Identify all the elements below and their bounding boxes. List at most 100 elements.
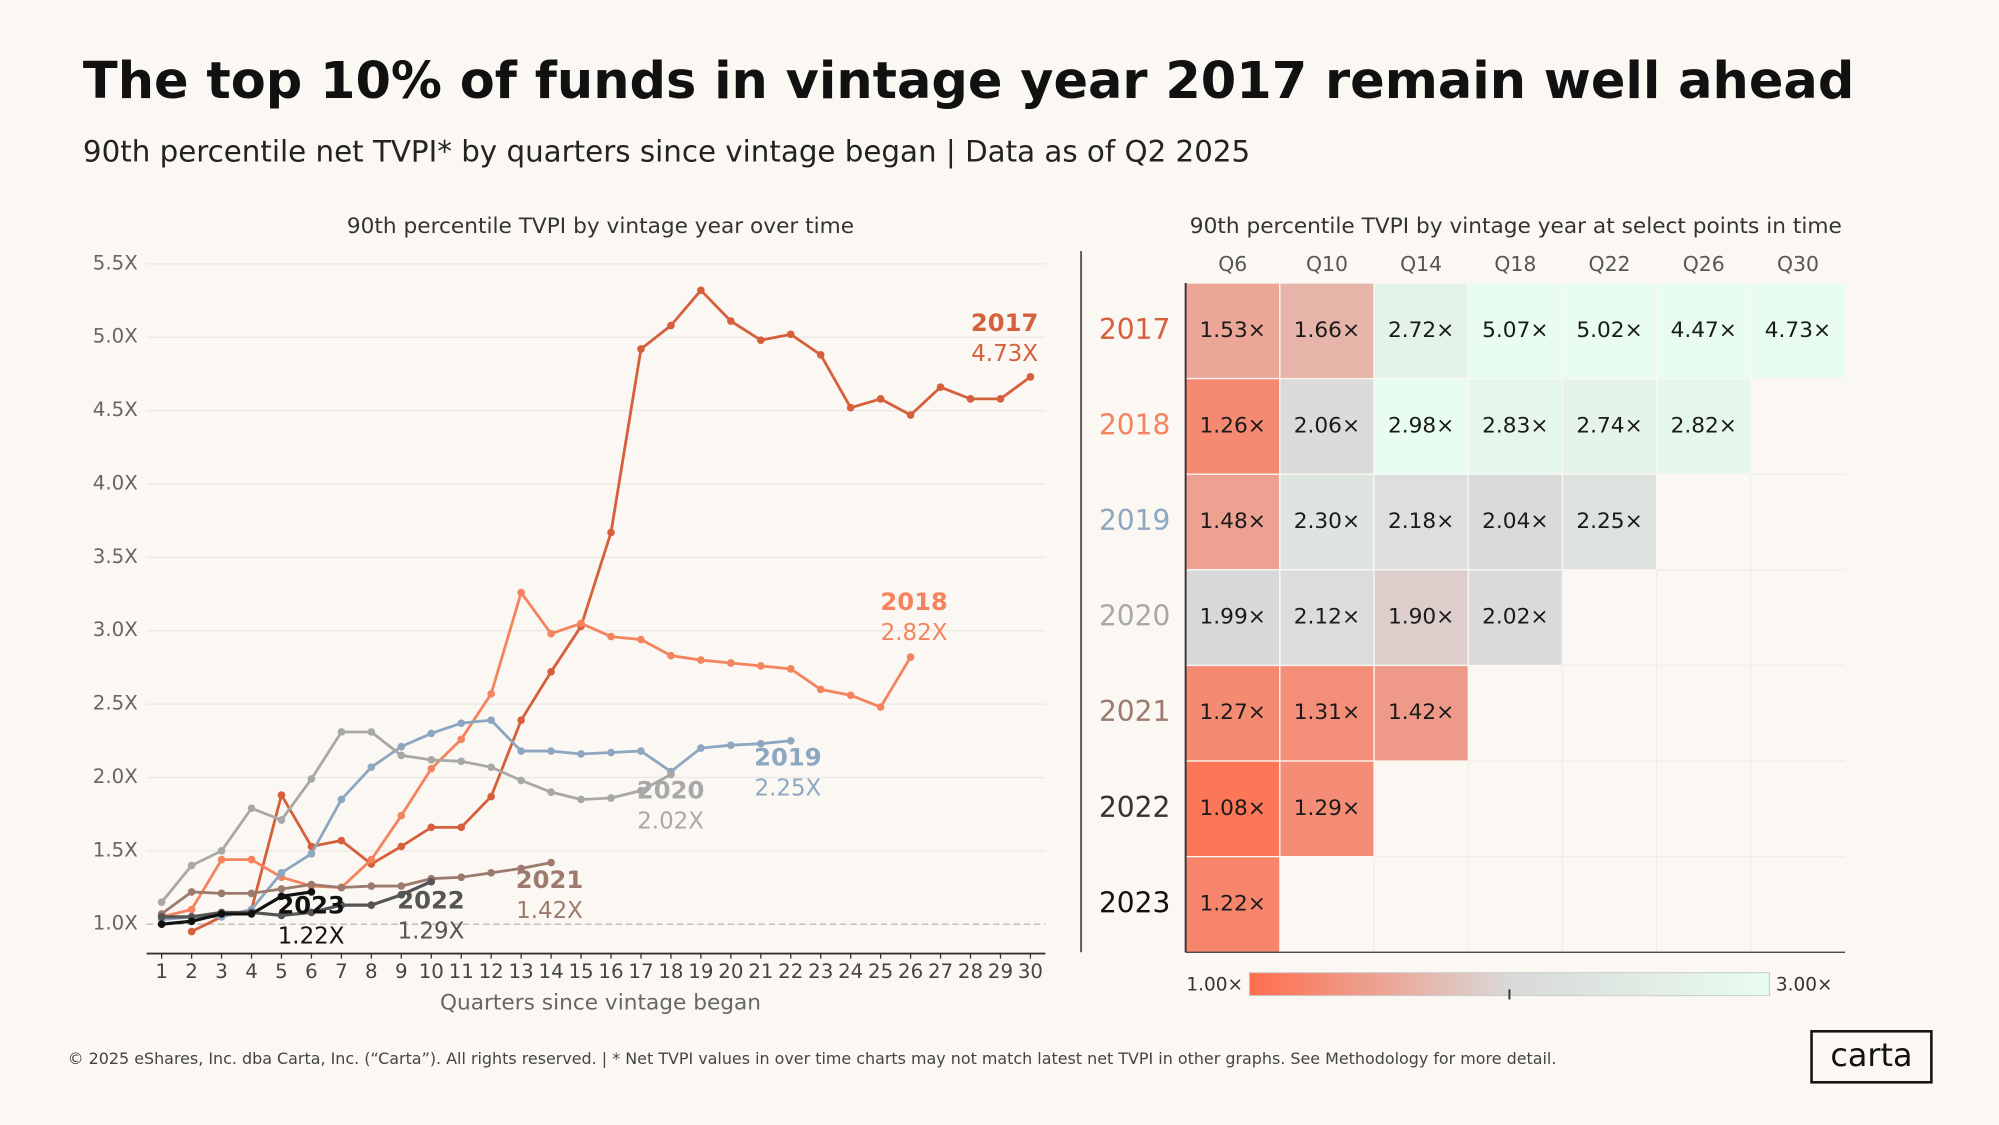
point — [277, 869, 286, 877]
cell-label: 2.04× — [1482, 509, 1548, 534]
point — [367, 728, 376, 736]
cell-label: 1.99× — [1200, 605, 1266, 630]
point — [187, 861, 196, 870]
cell-label: 1.31× — [1294, 700, 1360, 725]
point — [337, 836, 346, 845]
cell-label: 1.90× — [1388, 605, 1454, 630]
x-tick-label: 20 — [718, 960, 743, 983]
cell-label: 2.74× — [1576, 413, 1642, 438]
point — [966, 395, 975, 403]
point — [577, 795, 585, 804]
point — [457, 823, 466, 832]
x-tick-label: 8 — [365, 960, 378, 983]
cell-label: 2.30× — [1294, 509, 1360, 534]
x-tick-label: 25 — [868, 960, 893, 983]
cell-label: 2.83× — [1482, 413, 1548, 438]
heatmap-cell — [1279, 760, 1375, 858]
point — [337, 901, 346, 909]
cell-label: 4.73× — [1765, 318, 1831, 343]
end-value-label: 4.73X — [971, 341, 1038, 367]
point — [727, 659, 735, 667]
point — [187, 905, 196, 914]
point — [187, 917, 196, 926]
point — [487, 716, 496, 725]
column-label: Q6 — [1218, 252, 1247, 276]
point — [906, 653, 915, 661]
x-tick-label: 7 — [335, 960, 348, 983]
x-tick-label: 5 — [275, 960, 288, 983]
x-tick-label: 6 — [305, 960, 318, 983]
point — [157, 913, 166, 921]
point — [457, 757, 466, 766]
x-tick-label: 12 — [479, 960, 504, 983]
series-line — [160, 861, 552, 916]
heatmap-cell — [1279, 377, 1375, 475]
colorbar-label: 3.00× — [1776, 974, 1833, 995]
column-label: Q10 — [1306, 252, 1348, 276]
page-title: The top 10% of funds in vintage year 201… — [83, 52, 1854, 111]
x-tick-label: 30 — [1018, 960, 1043, 983]
series-line — [161, 890, 312, 926]
point — [876, 395, 885, 403]
point — [936, 383, 945, 391]
point — [547, 667, 555, 676]
legend-label: 2019 — [754, 743, 821, 771]
x-tick-label: 16 — [598, 960, 623, 983]
point — [637, 635, 645, 644]
heatmap-cell — [1373, 569, 1469, 667]
row-label: 2019 — [1099, 504, 1170, 537]
point — [607, 794, 615, 802]
y-tick-label: 3.5X — [93, 545, 138, 568]
point — [427, 877, 436, 886]
x-tick-label: 3 — [215, 960, 228, 983]
point — [517, 776, 525, 785]
point — [277, 791, 286, 799]
point — [607, 748, 615, 757]
heatmap-cell — [1279, 664, 1375, 762]
point — [816, 685, 825, 694]
point — [457, 735, 466, 744]
legend-label: 2023 — [277, 891, 344, 919]
point — [427, 729, 436, 738]
point — [457, 873, 466, 882]
point — [187, 888, 196, 896]
legend-label: 2021 — [516, 866, 583, 894]
point — [607, 632, 615, 641]
point — [157, 898, 166, 907]
y-tick-label: 4.0X — [93, 471, 138, 494]
point — [397, 742, 406, 751]
point — [697, 286, 705, 295]
point — [367, 855, 376, 864]
heatmap-cell — [1184, 856, 1281, 953]
heatmap-cell — [1184, 282, 1281, 380]
point — [517, 864, 525, 873]
point — [457, 719, 466, 727]
point — [307, 880, 316, 889]
cell-label: 1.53× — [1200, 318, 1266, 343]
point — [487, 869, 496, 877]
legend-label: 2017 — [971, 309, 1038, 337]
point — [427, 823, 436, 832]
point — [337, 883, 346, 892]
cell-label: 1.26× — [1200, 413, 1266, 438]
point — [577, 750, 585, 758]
point — [637, 747, 645, 755]
point — [217, 889, 226, 898]
point — [157, 920, 166, 929]
point — [727, 741, 735, 750]
x-tick-label: 9 — [395, 960, 408, 983]
heatmap-cell — [1467, 569, 1564, 667]
cell-label: 2.25× — [1576, 509, 1642, 534]
cell-label: 1.08× — [1200, 796, 1266, 821]
x-tick-label: 28 — [958, 960, 983, 983]
point — [307, 908, 316, 917]
point — [397, 811, 406, 820]
point — [786, 330, 795, 339]
point — [247, 910, 256, 918]
point — [786, 665, 795, 673]
point — [337, 728, 346, 736]
point — [247, 855, 256, 864]
column-label: Q22 — [1589, 252, 1631, 276]
point — [607, 528, 615, 537]
point — [517, 716, 525, 725]
